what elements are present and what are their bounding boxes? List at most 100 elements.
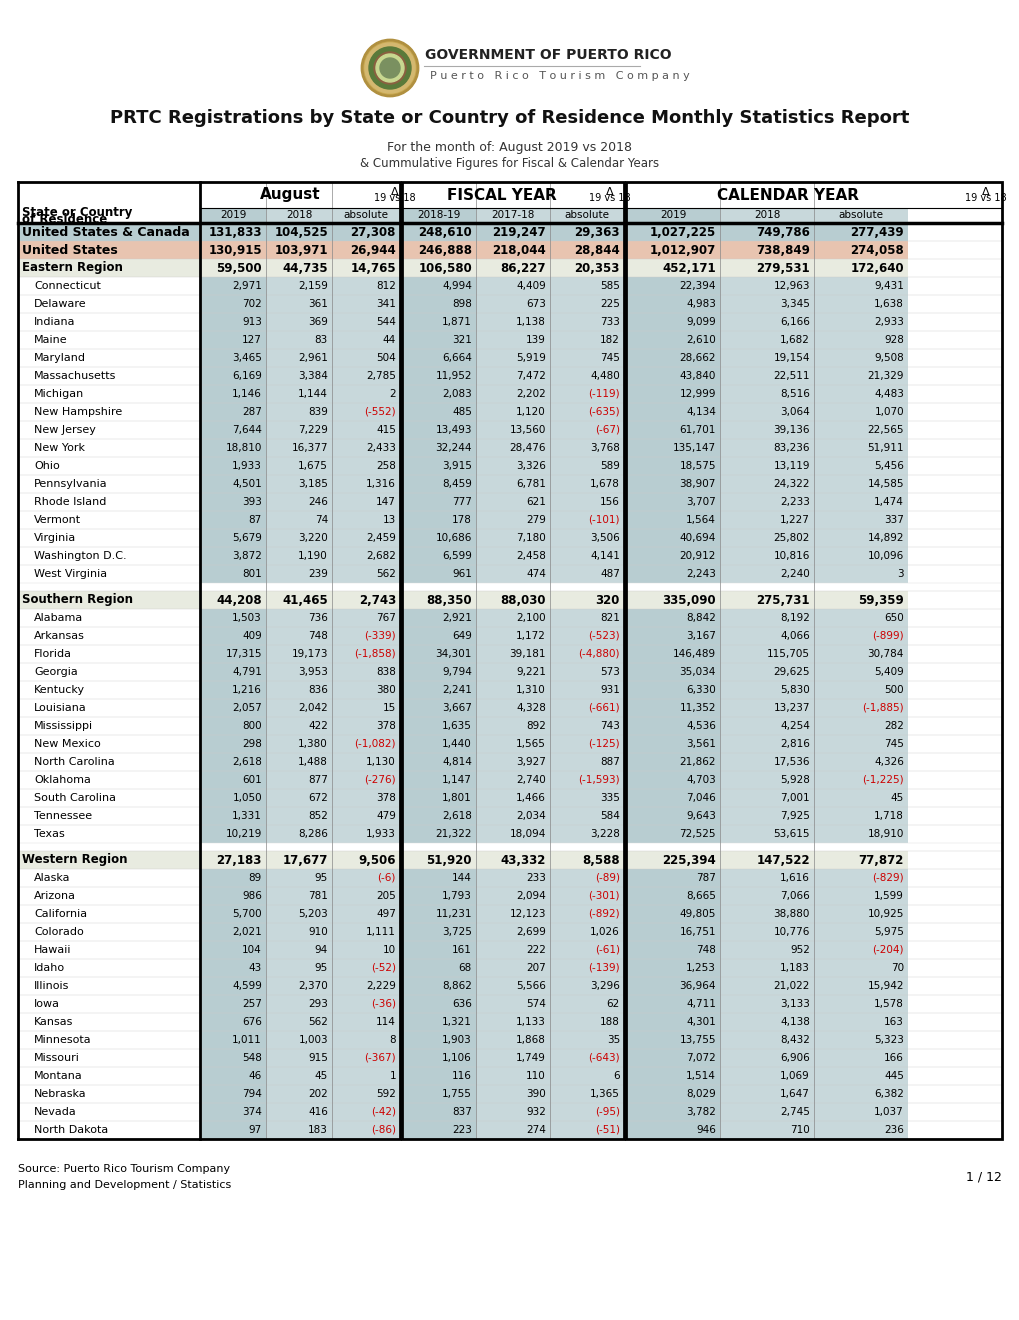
Text: 892: 892	[526, 721, 545, 731]
Text: 36,964: 36,964	[679, 981, 715, 991]
Text: (-52): (-52)	[371, 964, 395, 973]
Text: 1,146: 1,146	[232, 389, 262, 399]
Bar	[549, 995, 624, 1012]
Text: 3,228: 3,228	[590, 829, 620, 840]
Text: 1,003: 1,003	[299, 1035, 328, 1045]
Bar	[476, 851, 549, 869]
Text: 3: 3	[897, 569, 903, 579]
Text: 17,315: 17,315	[225, 649, 262, 659]
Bar	[476, 1049, 549, 1067]
Bar	[401, 591, 476, 609]
Text: 9,221: 9,221	[516, 667, 545, 677]
Bar	[401, 223, 476, 242]
Bar	[719, 663, 813, 681]
Text: 61,701: 61,701	[679, 425, 715, 436]
Bar	[200, 645, 266, 663]
Bar	[200, 1121, 266, 1139]
Bar	[401, 331, 476, 348]
Text: 166: 166	[883, 1053, 903, 1063]
Text: 26,944: 26,944	[350, 243, 395, 256]
Bar	[549, 807, 624, 825]
Text: 837: 837	[451, 1107, 472, 1117]
Text: 378: 378	[376, 721, 395, 731]
Text: 45: 45	[890, 793, 903, 803]
Text: 445: 445	[883, 1071, 903, 1081]
Bar	[401, 681, 476, 700]
Text: 13,755: 13,755	[679, 1035, 715, 1045]
Text: 44: 44	[382, 335, 395, 345]
Text: 2,042: 2,042	[298, 704, 328, 713]
Bar	[200, 960, 266, 977]
Text: 2,458: 2,458	[516, 550, 545, 561]
Bar	[401, 403, 476, 421]
Bar	[401, 807, 476, 825]
Text: 21,329: 21,329	[866, 371, 903, 381]
Bar	[266, 851, 331, 869]
Text: New Hampshire: New Hampshire	[34, 407, 122, 417]
Text: 1,011: 1,011	[232, 1035, 262, 1045]
Text: 745: 745	[599, 352, 620, 363]
Text: (-86): (-86)	[371, 1125, 395, 1135]
Text: (-89): (-89)	[594, 873, 620, 883]
Text: 39,181: 39,181	[510, 649, 545, 659]
Text: 4,480: 4,480	[590, 371, 620, 381]
Bar	[626, 1067, 719, 1085]
Bar	[331, 1085, 399, 1104]
Text: 1,012,907: 1,012,907	[649, 243, 715, 256]
Bar	[719, 681, 813, 700]
Bar	[200, 475, 266, 492]
Bar	[200, 209, 266, 223]
Text: 3,782: 3,782	[686, 1107, 715, 1117]
Text: 131,833: 131,833	[208, 226, 262, 239]
Bar	[18, 223, 200, 242]
Bar	[200, 995, 266, 1012]
Bar	[626, 182, 1001, 209]
Text: 7,925: 7,925	[780, 810, 809, 821]
Text: 3,768: 3,768	[590, 444, 620, 453]
Bar	[476, 645, 549, 663]
Bar	[266, 1031, 331, 1049]
Bar	[401, 663, 476, 681]
Bar	[266, 294, 331, 313]
Bar	[331, 259, 399, 277]
Text: 89: 89	[249, 873, 262, 883]
Text: 8,192: 8,192	[780, 612, 809, 623]
Bar	[200, 385, 266, 403]
Bar	[549, 700, 624, 717]
Bar	[813, 492, 907, 511]
Bar	[626, 843, 719, 851]
Text: 5,928: 5,928	[780, 775, 809, 785]
Text: Vermont: Vermont	[34, 515, 82, 525]
Text: 1,903: 1,903	[442, 1035, 472, 1045]
Text: 1,172: 1,172	[516, 631, 545, 642]
Bar	[626, 1121, 719, 1139]
Text: 25,802: 25,802	[772, 533, 809, 543]
Bar	[549, 663, 624, 681]
Text: 62: 62	[606, 999, 620, 1008]
Text: 9,508: 9,508	[873, 352, 903, 363]
Text: 83,236: 83,236	[772, 444, 809, 453]
Text: 931: 931	[599, 685, 620, 696]
Text: 409: 409	[243, 631, 262, 642]
Text: Texas: Texas	[34, 829, 64, 840]
Text: (-1,082): (-1,082)	[355, 739, 395, 748]
Bar	[331, 941, 399, 960]
Bar	[719, 752, 813, 771]
Text: 207: 207	[526, 964, 545, 973]
Text: 4,536: 4,536	[686, 721, 715, 731]
Text: (-1,858): (-1,858)	[354, 649, 395, 659]
Bar	[549, 771, 624, 789]
Bar	[18, 923, 200, 941]
Bar	[719, 1121, 813, 1139]
Bar	[18, 735, 200, 752]
Bar	[813, 348, 907, 367]
Text: 2,682: 2,682	[366, 550, 395, 561]
Bar	[200, 492, 266, 511]
Text: 46: 46	[249, 1071, 262, 1081]
Bar	[331, 1121, 399, 1139]
Text: (-119): (-119)	[588, 389, 620, 399]
Text: Kansas: Kansas	[34, 1016, 73, 1027]
Text: 19 vs 18: 19 vs 18	[589, 193, 630, 203]
Bar	[626, 529, 719, 546]
Text: 28,844: 28,844	[574, 243, 620, 256]
